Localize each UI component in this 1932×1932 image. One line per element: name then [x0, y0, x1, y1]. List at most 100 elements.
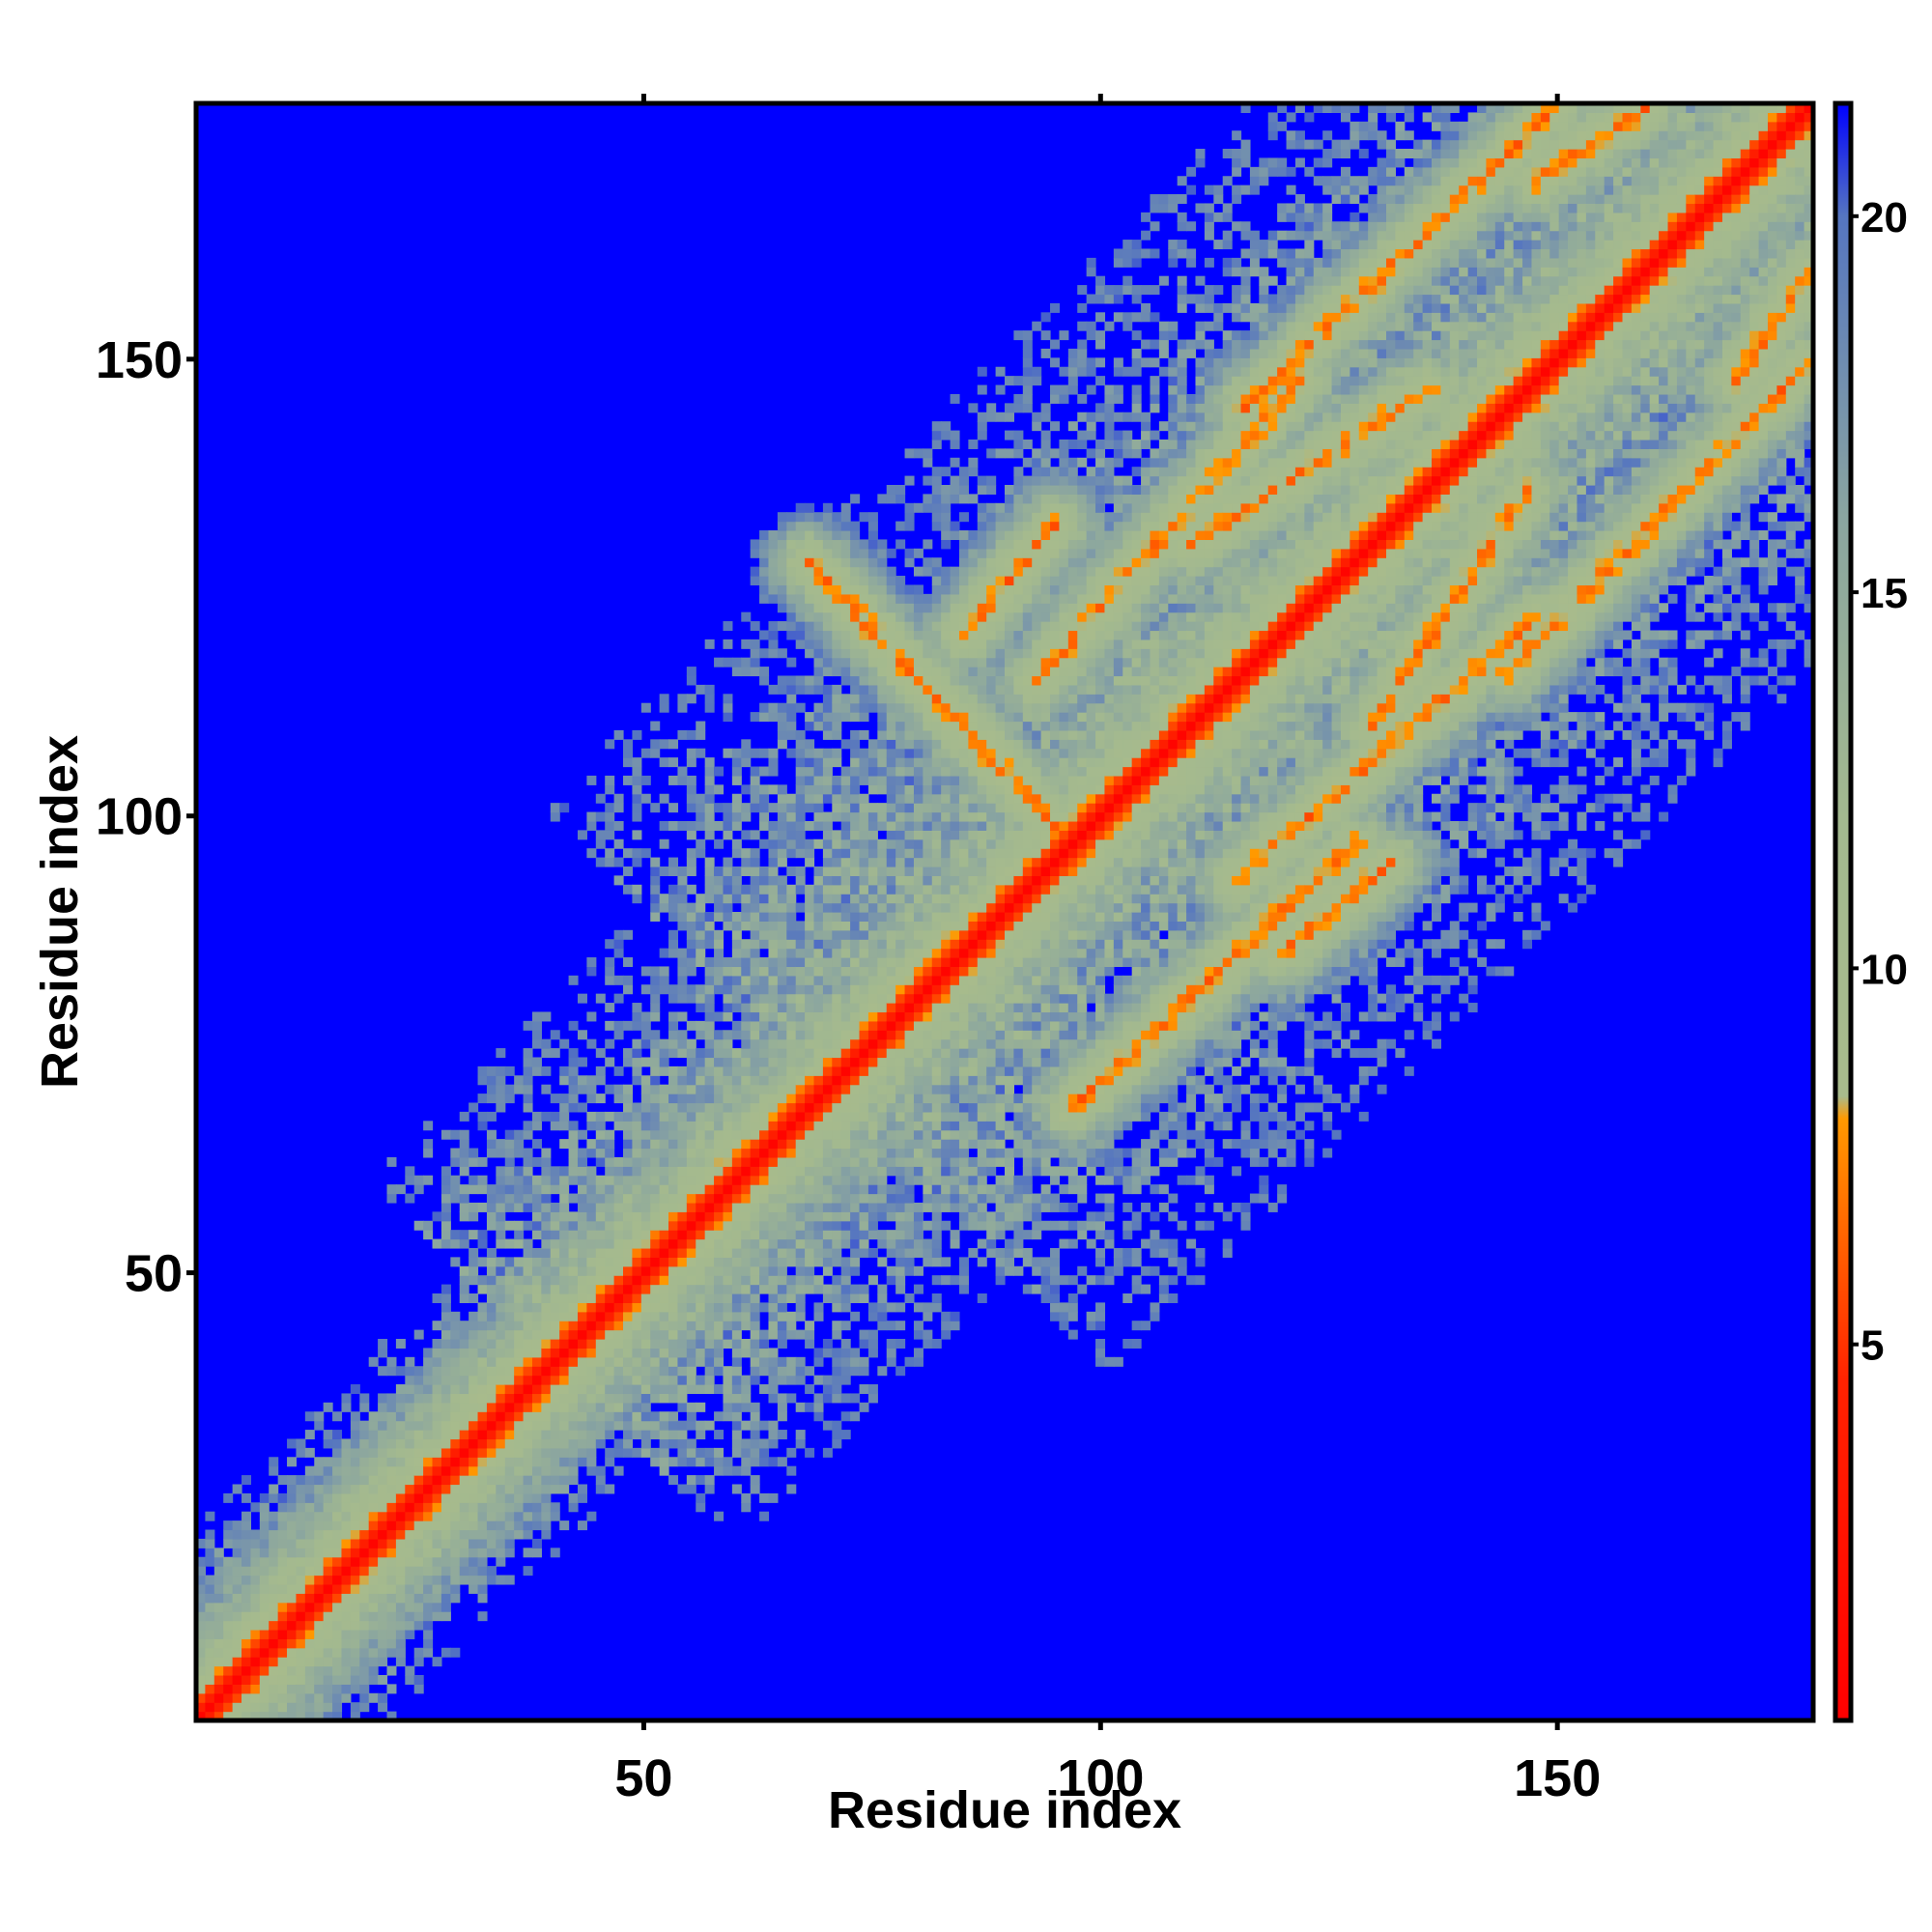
heatmap-cell	[840, 966, 851, 977]
heatmap-cell	[696, 1048, 706, 1059]
heatmap-cell	[623, 957, 634, 968]
heatmap-cell	[958, 1193, 969, 1204]
heatmap-cell	[958, 584, 969, 595]
heatmap-cell	[586, 1084, 597, 1094]
heatmap-cell	[395, 1538, 406, 1548]
heatmap-cell	[577, 1166, 587, 1177]
heatmap-cell	[904, 684, 915, 695]
heatmap-cell	[786, 912, 797, 922]
heatmap-cell	[958, 1148, 969, 1158]
heatmap-cell	[696, 1139, 706, 1150]
heatmap-cell	[605, 939, 615, 950]
heatmap-cell	[259, 1538, 270, 1548]
heatmap-cell	[440, 1484, 451, 1494]
heatmap-cell	[832, 957, 842, 968]
heatmap-cell	[650, 894, 661, 904]
heatmap-cell	[459, 1384, 469, 1395]
heatmap-cell	[977, 1111, 987, 1122]
heatmap-cell	[859, 1202, 869, 1212]
heatmap-cell	[659, 866, 669, 876]
heatmap-cell	[741, 830, 752, 840]
heatmap-cell	[795, 748, 806, 758]
heatmap-cell	[968, 902, 979, 913]
heatmap-cell	[723, 1393, 733, 1404]
heatmap-cell	[731, 1065, 742, 1076]
heatmap-cell	[504, 1339, 515, 1350]
heatmap-cell	[913, 1166, 923, 1177]
heatmap-cell	[486, 1220, 497, 1231]
heatmap-cell	[958, 894, 969, 904]
heatmap-cell	[813, 667, 824, 677]
heatmap-cell	[850, 1348, 861, 1358]
heatmap-cell	[323, 1583, 333, 1594]
heatmap-cell	[496, 1230, 506, 1240]
heatmap-cell	[768, 630, 779, 640]
heatmap-cell	[913, 929, 923, 940]
heatmap-cell	[850, 1238, 861, 1249]
heatmap-cell	[805, 1166, 815, 1177]
heatmap-cell	[886, 757, 896, 768]
heatmap-cell	[759, 576, 770, 586]
heatmap-cell	[840, 702, 851, 713]
heatmap-cell	[877, 948, 888, 958]
heatmap-cell	[768, 1211, 779, 1222]
heatmap-cell	[704, 1139, 715, 1150]
heatmap-cell	[386, 1647, 397, 1658]
heatmap-cell	[904, 557, 915, 568]
heatmap-cell	[877, 1257, 888, 1267]
heatmap-cell	[586, 1302, 597, 1313]
heatmap-cell	[813, 721, 824, 731]
heatmap-cell	[650, 1084, 661, 1094]
heatmap-cell	[550, 803, 560, 813]
heatmap-cell	[723, 1402, 733, 1412]
heatmap-cell	[895, 1247, 906, 1258]
heatmap-cell	[813, 748, 824, 758]
heatmap-cell	[696, 984, 706, 995]
heatmap-cell	[504, 1094, 515, 1104]
heatmap-cell	[623, 1220, 634, 1231]
heatmap-cell	[287, 1593, 298, 1604]
heatmap-cell	[886, 611, 896, 622]
heatmap-cell	[359, 1502, 370, 1513]
heatmap-cell	[277, 1529, 288, 1540]
heatmap-cell	[496, 1393, 506, 1404]
heatmap-cell	[668, 1257, 679, 1267]
heatmap-cell	[750, 1038, 760, 1049]
heatmap-cell	[704, 1366, 715, 1377]
heatmap-cell	[686, 1339, 696, 1350]
heatmap-cell	[723, 1384, 733, 1395]
heatmap-cell	[314, 1620, 325, 1631]
heatmap-cell	[440, 1393, 451, 1404]
heatmap-cell	[686, 1420, 696, 1431]
heatmap-cell	[196, 1711, 206, 1721]
heatmap-cell	[750, 1247, 760, 1258]
heatmap-cell	[759, 1265, 770, 1276]
heatmap-cell	[986, 993, 997, 1004]
heatmap-cell	[723, 966, 733, 977]
heatmap-cell	[805, 648, 815, 659]
heatmap-cell	[677, 884, 688, 895]
heatmap-cell	[895, 1366, 906, 1377]
heatmap-cell	[759, 1011, 770, 1022]
heatmap-cell	[650, 1265, 661, 1276]
heatmap-cell	[205, 1583, 215, 1594]
heatmap-cell	[795, 820, 806, 831]
heatmap-cell	[514, 1329, 525, 1340]
heatmap-cell	[813, 611, 824, 622]
heatmap-cell	[704, 1247, 715, 1258]
heatmap-cell	[568, 1129, 579, 1140]
heatmap-cell	[759, 1193, 770, 1204]
heatmap-cell	[477, 1111, 488, 1122]
heatmap-cell	[840, 1265, 851, 1276]
heatmap-cell	[640, 1102, 651, 1113]
heatmap-cell	[950, 811, 960, 822]
heatmap-cell	[605, 1311, 615, 1321]
heatmap-cell	[350, 1529, 360, 1540]
heatmap-cell	[640, 748, 651, 758]
heatmap-cell	[795, 902, 806, 913]
heatmap-cell	[523, 1265, 533, 1276]
heatmap-cell	[977, 929, 987, 940]
heatmap-cell	[805, 512, 815, 523]
heatmap-cell	[632, 894, 642, 904]
heatmap-cell	[958, 1220, 969, 1231]
